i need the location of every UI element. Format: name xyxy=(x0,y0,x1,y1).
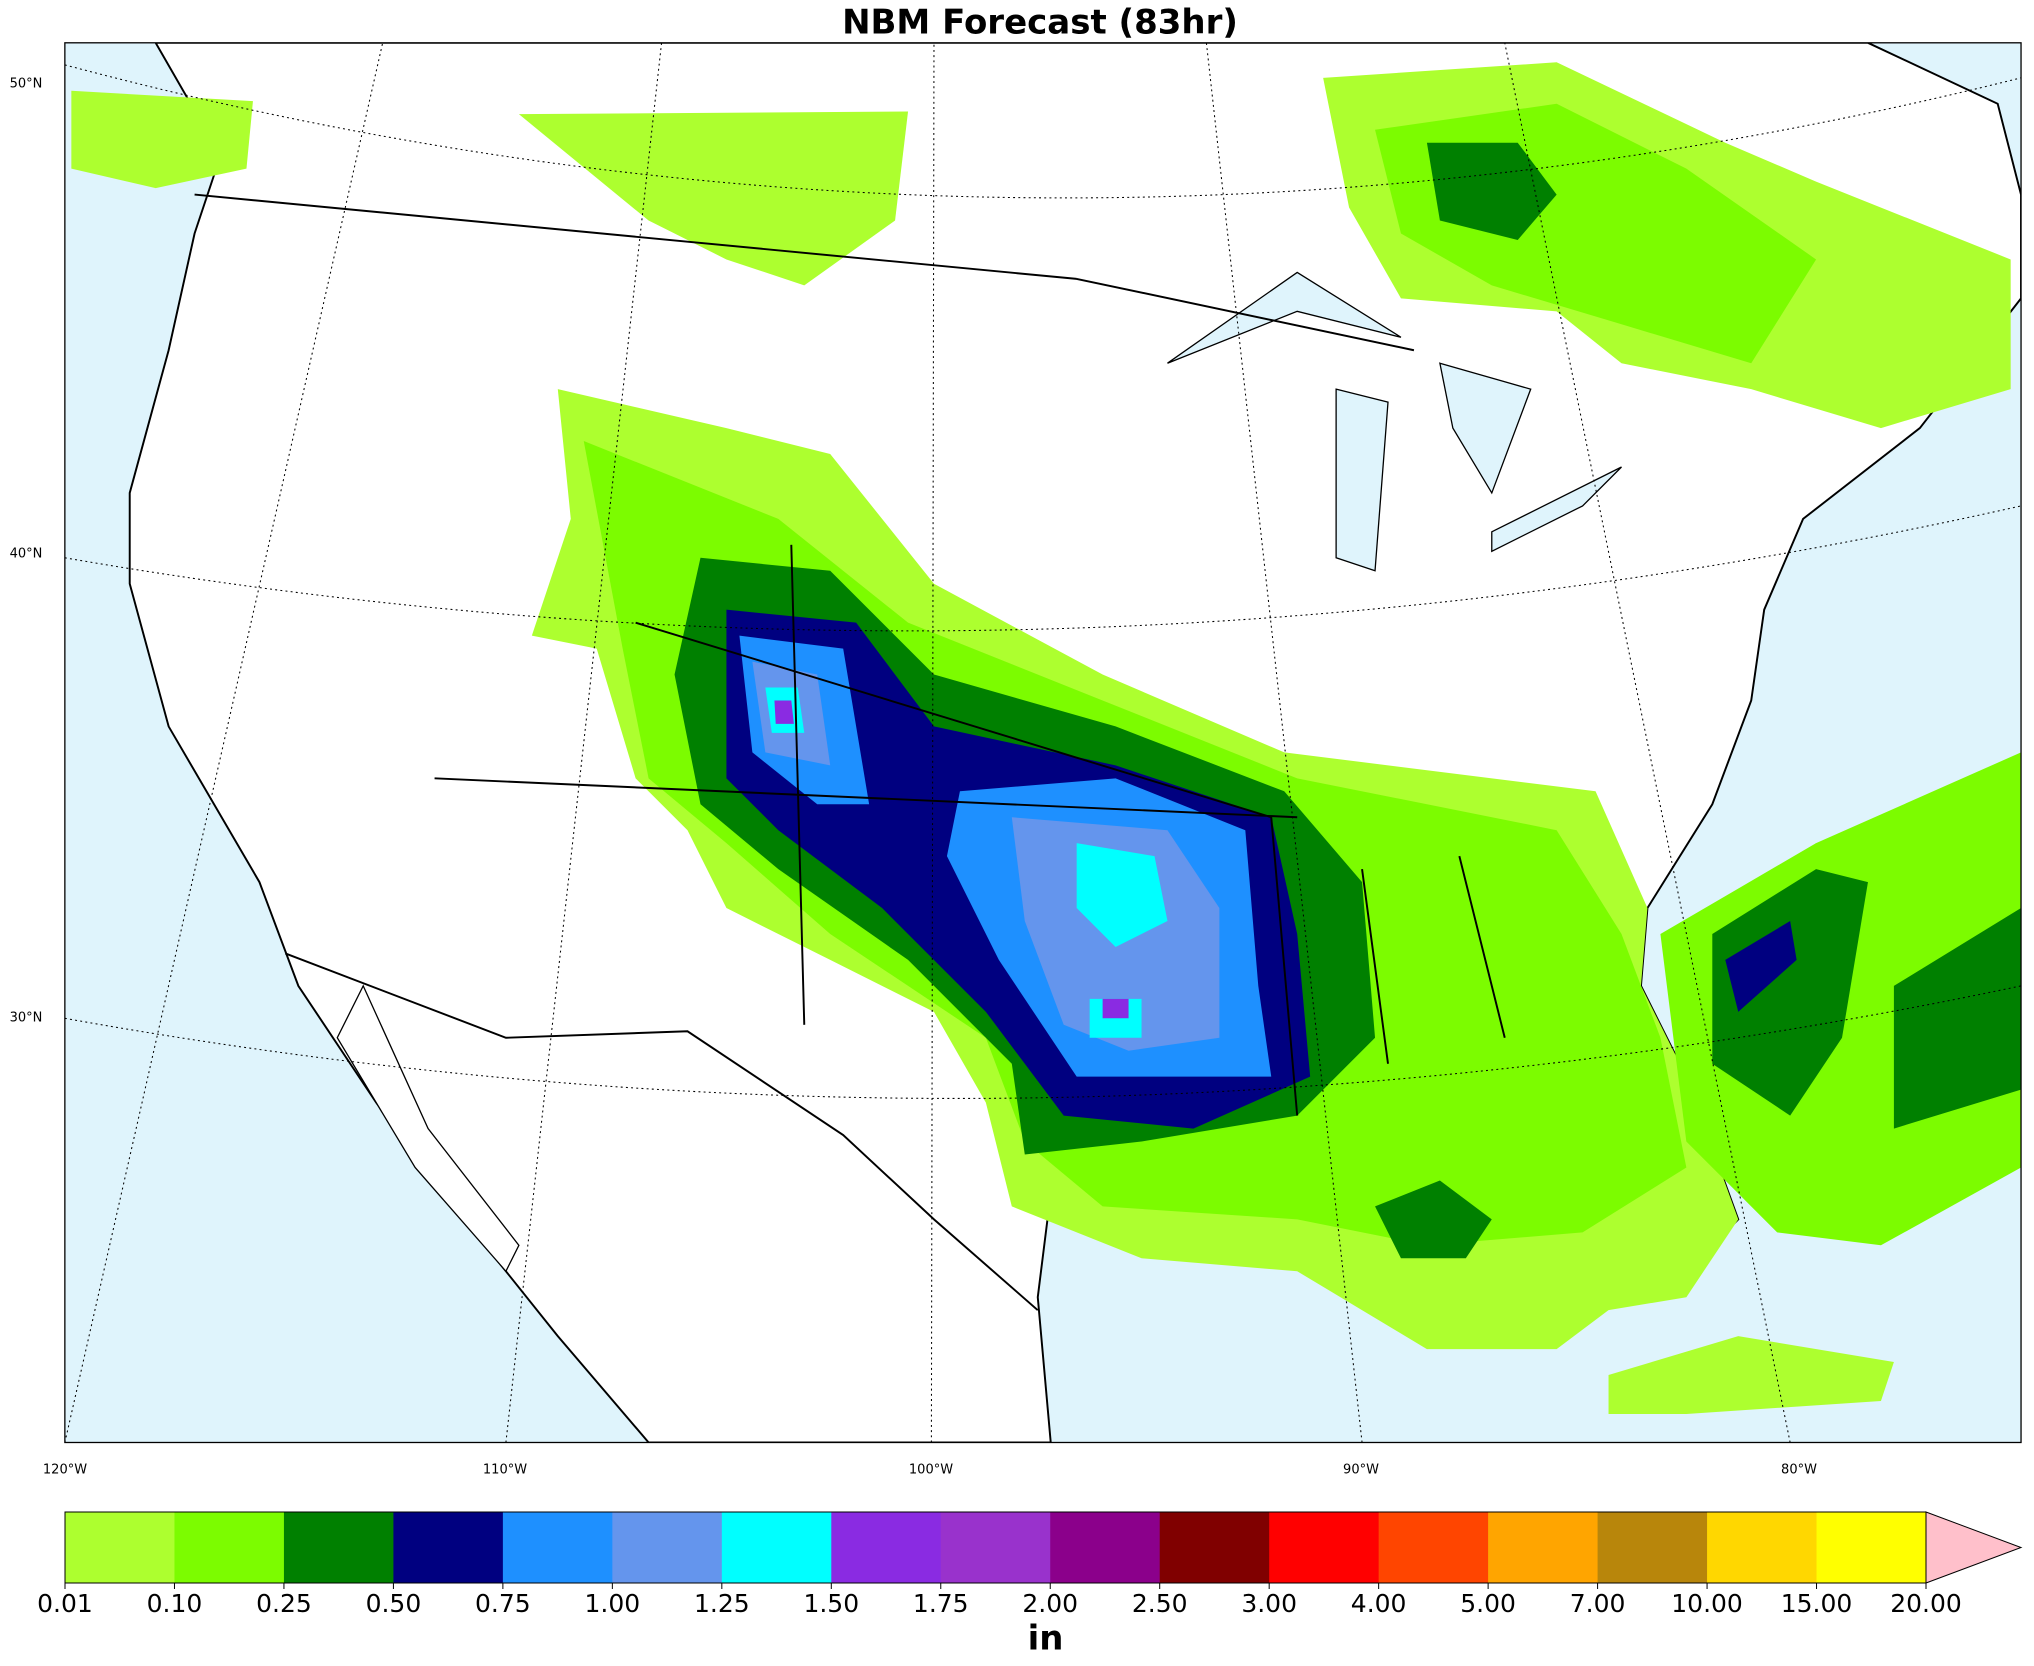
borders xyxy=(194,193,1506,1311)
colorbar-swatch xyxy=(1159,1512,1270,1583)
lat-label: 30°N xyxy=(10,1011,43,1026)
colorbar-tick-label: 0.25 xyxy=(256,1589,312,1618)
colorbar-tick-label: 1.50 xyxy=(803,1589,859,1618)
colorbar-tick-label: 0.75 xyxy=(475,1589,531,1618)
colorbar-swatch xyxy=(1050,1512,1161,1583)
colorbar-tick-label: 0.10 xyxy=(147,1589,203,1618)
lon-label: 110°W xyxy=(483,1463,527,1478)
colorbar-swatch xyxy=(831,1512,942,1583)
map xyxy=(64,42,2022,1444)
colorbar-tick-label: 0.50 xyxy=(366,1589,422,1618)
map-frame xyxy=(64,42,2022,1444)
colorbar-swatch xyxy=(393,1512,504,1583)
colorbar-swatch xyxy=(940,1512,1051,1583)
colorbar-swatch xyxy=(502,1512,613,1583)
colorbar-tick-label: 1.25 xyxy=(694,1589,750,1618)
graticule xyxy=(64,42,2022,1443)
lon-label: 100°W xyxy=(909,1463,953,1478)
colorbar-swatch xyxy=(612,1512,723,1583)
precip xyxy=(71,62,2022,1414)
colorbar-swatch xyxy=(1707,1512,1818,1583)
colorbar-tick-label: 0.01 xyxy=(37,1589,93,1618)
colorbar-tick-label: 15.00 xyxy=(1781,1589,1853,1618)
colorbar-tick-label: 7.00 xyxy=(1570,1589,1626,1618)
colorbar-swatch xyxy=(1269,1512,1380,1583)
colorbar-swatch xyxy=(283,1512,394,1583)
colorbar-frame xyxy=(64,1511,1926,1584)
lakes xyxy=(1167,271,1622,572)
colorbar-tick-label: 4.00 xyxy=(1351,1589,1407,1618)
colorbar-tick-label: 10.00 xyxy=(1671,1589,1743,1618)
lat-label: 50°N xyxy=(10,77,43,92)
colorbar-extend xyxy=(1925,1511,2023,1584)
colorbar-swatch xyxy=(1597,1512,1708,1583)
colorbar-tick-label: 3.00 xyxy=(1241,1589,1297,1618)
map-title: NBM Forecast (83hr) xyxy=(842,3,1238,43)
colorbar-swatch xyxy=(65,1512,175,1583)
colorbar-unit: in xyxy=(1028,1619,1064,1659)
colorbar-swatch xyxy=(174,1512,285,1583)
colorbar-swatch xyxy=(1816,1512,1927,1583)
colorbar-swatch xyxy=(1488,1512,1599,1583)
colorbar-tick-label: 20.00 xyxy=(1890,1589,1962,1618)
colorbar-swatch xyxy=(721,1512,832,1583)
baja xyxy=(336,984,520,1273)
colorbar-tick-label: 5.00 xyxy=(1460,1589,1516,1618)
colorbar-tick-label: 1.00 xyxy=(585,1589,641,1618)
lon-label: 120°W xyxy=(43,1463,87,1478)
lat-label: 40°N xyxy=(10,547,43,562)
colorbar-tick-label: 1.75 xyxy=(913,1589,969,1618)
colorbar-tick-label: 2.00 xyxy=(1022,1589,1078,1618)
colorbar-swatch xyxy=(1378,1512,1489,1583)
lon-label: 80°W xyxy=(1781,1463,1817,1478)
lon-label: 90°W xyxy=(1343,1463,1379,1478)
colorbar-tick-label: 2.50 xyxy=(1132,1589,1188,1618)
